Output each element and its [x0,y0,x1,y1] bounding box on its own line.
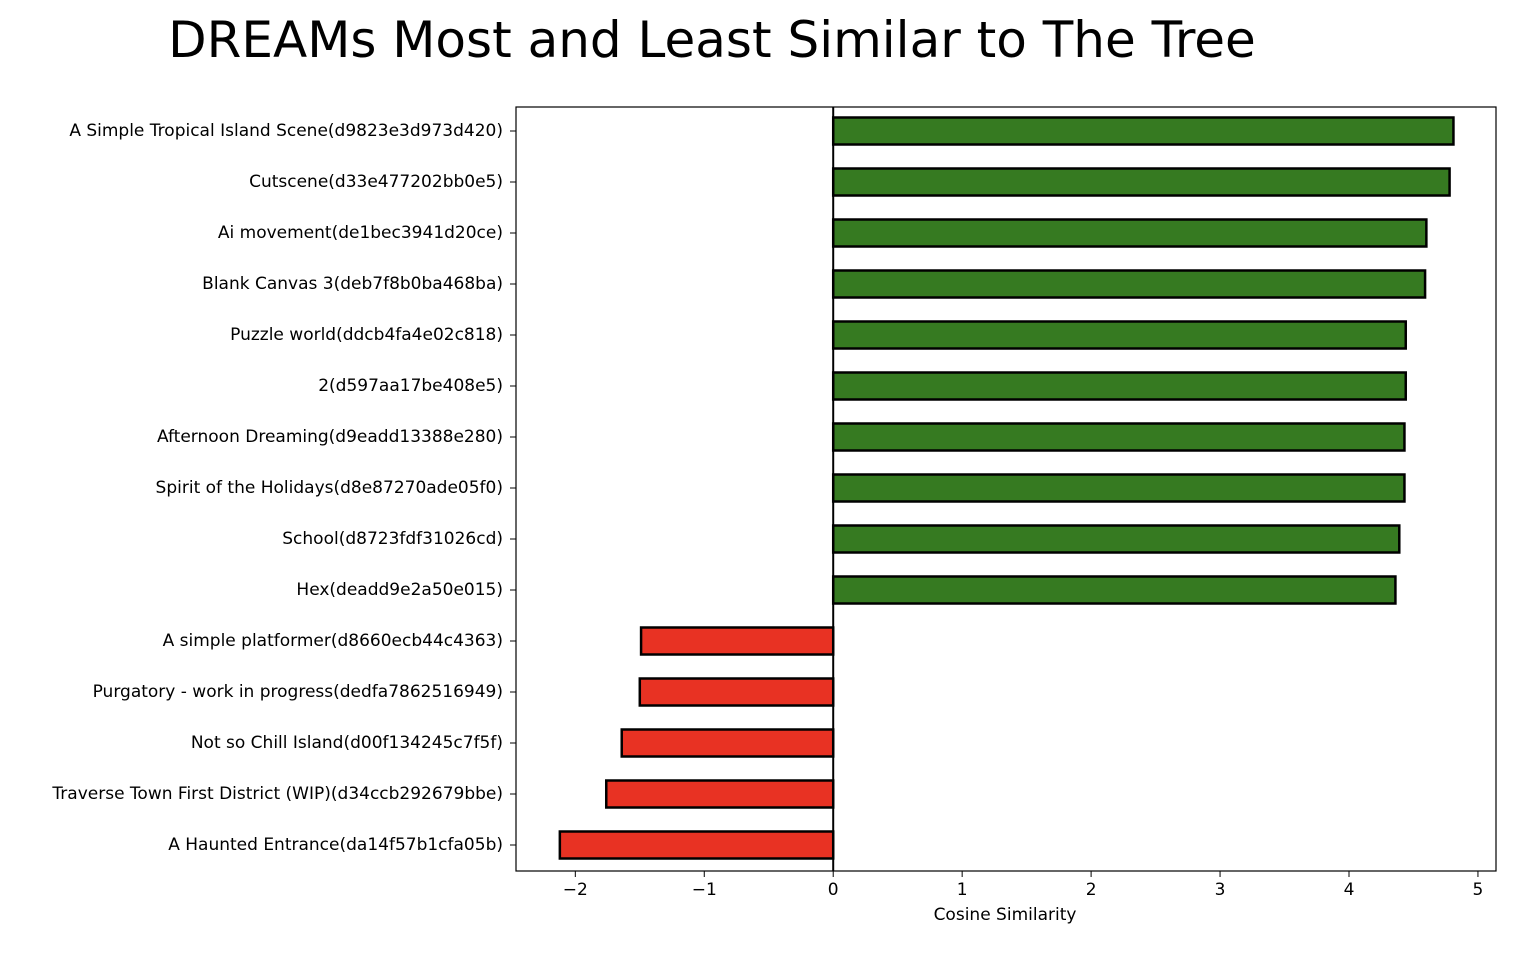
y-tick-label-0: A Simple Tropical Island Scene(d9823e3d9… [69,121,503,141]
bar-11 [638,677,835,707]
bar-8 [831,524,1401,554]
bar-10 [639,626,835,656]
y-tick-label-9: Hex(deadd9e2a50e015) [296,580,503,600]
bar-7 [831,473,1406,503]
y-tick-label-14: A Haunted Entrance(da14f57b1cfa05b) [168,835,503,855]
x-tick-label-6: 4 [1344,880,1355,900]
y-tick-label-10: A simple platformer(d8660ecb44c4363) [163,631,503,651]
y-tick-label-2: Ai movement(de1bec3941d20ce) [218,223,503,243]
bar-3 [831,269,1427,299]
y-tick-label-7: Spirit of the Holidays(d8e87270ade05f0) [156,478,503,498]
y-tick-label-13: Traverse Town First District (WIP)(d34cc… [51,784,503,804]
bar-13 [605,779,835,809]
y-tick-label-4: Puzzle world(ddcb4fa4e02c818) [230,325,503,345]
bar-1 [831,167,1451,197]
bar-6 [831,422,1406,452]
x-tick-label-1: −1 [692,880,717,900]
x-tick-label-7: 5 [1473,880,1484,900]
bars-layer [558,116,1455,860]
bar-0 [831,116,1455,146]
x-tick-label-0: −2 [563,880,588,900]
y-tick-label-11: Purgatory - work in progress(dedfa786251… [93,682,503,702]
y-tick-label-6: Afternoon Dreaming(d9eadd13388e280) [157,427,503,447]
bar-14 [558,830,835,860]
y-axis-ticks: A Simple Tropical Island Scene(d9823e3d9… [51,121,516,855]
y-tick-label-1: Cutscene(d33e477202bb0e5) [249,172,503,192]
chart-title: DREAMs Most and Least Similar to The Tre… [168,11,1256,69]
y-tick-label-5: 2(d597aa17be408e5) [318,376,503,396]
y-tick-label-8: School(d8723fdf31026cd) [282,529,503,549]
bar-9 [831,575,1397,605]
y-tick-label-3: Blank Canvas 3(deb7f8b0ba468ba) [202,274,503,294]
bar-5 [831,371,1407,401]
x-axis-label: Cosine Similarity [934,905,1077,925]
x-tick-label-4: 2 [1086,880,1097,900]
plot-frame [515,106,1497,872]
x-axis-ticks: −2 −1 0 1 2 3 4 5 [563,871,1484,900]
x-tick-label-2: 0 [828,880,839,900]
bar-2 [831,218,1428,248]
x-tick-label-3: 1 [957,880,968,900]
y-tick-label-12: Not so Chill Island(d00f134245c7f5f) [191,733,503,753]
x-tick-label-5: 3 [1215,880,1226,900]
bar-12 [620,728,835,758]
bar-4 [831,320,1407,350]
